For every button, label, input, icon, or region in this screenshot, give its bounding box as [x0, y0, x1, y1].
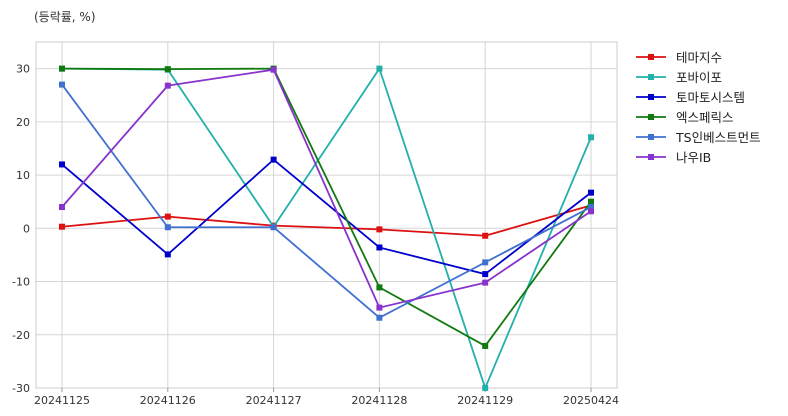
legend-item: 나우IB	[636, 150, 711, 165]
legend-label: 테마지수	[676, 50, 722, 65]
data-point	[376, 304, 383, 311]
legend-item: 포바이포	[636, 70, 722, 85]
x-tick-label: 20250424	[563, 394, 619, 407]
legend-label: 나우IB	[676, 150, 711, 165]
data-point	[164, 66, 171, 73]
x-tick-label: 20241128	[351, 394, 407, 407]
data-point	[376, 65, 383, 72]
legend-swatch-marker	[648, 134, 654, 140]
data-point	[376, 244, 383, 251]
plot-frame	[35, 41, 618, 389]
data-point	[376, 284, 383, 291]
data-point	[270, 156, 277, 163]
data-point	[59, 81, 65, 88]
data-point	[59, 204, 65, 211]
x-tick-label: 20241127	[246, 394, 302, 407]
data-point	[482, 271, 489, 278]
legend-swatch-marker	[648, 114, 654, 120]
legend-label: 토마토시스템	[676, 90, 745, 105]
data-point	[376, 226, 383, 233]
legend-item: TS인베스트먼트	[636, 130, 761, 145]
y-tick-label: 10	[16, 169, 30, 182]
data-point	[588, 198, 594, 205]
y-tick-label: -20	[12, 329, 30, 342]
grid	[36, 42, 617, 389]
legend-item: 엑스페릭스	[636, 110, 734, 125]
y-tick-label: -10	[12, 276, 30, 289]
y-tick-label: 20	[16, 116, 30, 129]
legend-swatch-marker	[648, 54, 654, 60]
series-6	[59, 66, 594, 311]
y-tick-label: 30	[16, 63, 30, 76]
data-point	[482, 342, 489, 349]
data-point	[164, 251, 171, 258]
y-tick-label: 0	[23, 222, 30, 235]
series-5	[59, 81, 594, 321]
data-point	[482, 259, 489, 266]
data-point	[270, 66, 277, 73]
series-line	[61, 204, 592, 237]
y-tick-label: -30	[12, 382, 30, 395]
data-point	[588, 208, 594, 215]
legend-item: 토마토시스템	[636, 90, 745, 105]
series-line	[61, 158, 592, 275]
data-point	[482, 279, 489, 286]
series-line	[61, 84, 592, 319]
data-point	[588, 189, 594, 196]
legend-swatch-marker	[648, 74, 654, 80]
series-line	[61, 67, 592, 347]
data-point	[59, 65, 65, 72]
data-point	[59, 223, 65, 230]
data-point	[588, 204, 594, 211]
data-point	[164, 213, 171, 220]
data-point	[164, 224, 171, 231]
series-4	[59, 65, 594, 349]
data-point	[588, 134, 594, 141]
data-point	[164, 82, 171, 89]
legend-label: TS인베스트먼트	[675, 130, 761, 145]
x-tick-label: 20241126	[140, 394, 196, 407]
series-lines	[59, 65, 594, 391]
legend-item: 테마지수	[636, 50, 722, 65]
legend-swatch-marker	[648, 94, 654, 100]
series-3	[59, 156, 594, 278]
x-tick-label: 20241129	[457, 394, 513, 407]
series-line	[61, 68, 592, 309]
unit-label: (등락률, %)	[34, 10, 96, 24]
x-axis: 20241125 20241126 20241127 20241128 20241129…	[34, 388, 619, 407]
legend-label: 엑스페릭스	[676, 110, 734, 125]
data-point	[270, 224, 277, 231]
x-tick-label: 20241125	[34, 394, 90, 407]
data-point	[482, 232, 489, 239]
data-point	[59, 161, 65, 168]
y-axis: -30 -20 -10 0 10 20 30	[12, 63, 30, 395]
legend-label: 포바이포	[676, 70, 722, 85]
series-1	[59, 202, 594, 239]
data-point	[376, 314, 383, 321]
legend-swatch-marker	[648, 154, 654, 160]
data-point	[482, 385, 489, 391]
